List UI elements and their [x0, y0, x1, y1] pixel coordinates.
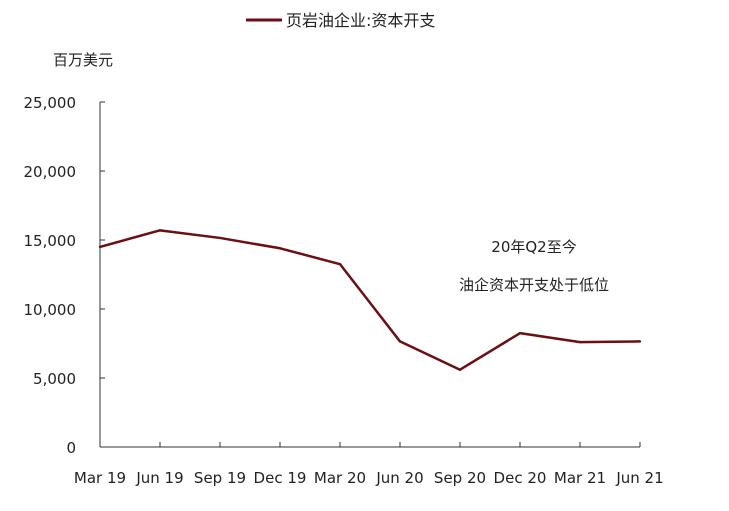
data-point — [98, 245, 102, 249]
annotation-line-1: 20年Q2至今 — [491, 238, 576, 256]
legend: 页岩油企业:资本开支 — [246, 11, 435, 30]
y-tick-labels: 25,000 20,000 15,000 10,000 5,000 0 — [24, 94, 77, 457]
data-point — [158, 229, 162, 232]
annotation: 20年Q2至今 油企资本开支处于低位 — [459, 238, 609, 294]
data-point — [518, 331, 522, 335]
x-tick-label: Sep 19 — [194, 469, 246, 487]
y-tick-label: 5,000 — [33, 370, 76, 388]
data-point — [278, 247, 282, 250]
legend-label: 页岩油企业:资本开支 — [286, 11, 435, 30]
data-point — [218, 236, 222, 240]
x-tick-label: Mar 20 — [314, 469, 366, 487]
x-tick-label: Jun 20 — [375, 469, 423, 487]
x-tick-label: Mar 21 — [554, 469, 606, 487]
y-unit-label: 百万美元 — [53, 51, 113, 69]
x-tick-label: Dec 20 — [494, 469, 547, 487]
axes — [99, 101, 641, 448]
data-point — [638, 340, 642, 343]
y-tick-label: 0 — [66, 439, 76, 457]
x-tick-label: Dec 19 — [254, 469, 307, 487]
x-tick-labels: Mar 19 Jun 19 Sep 19 Dec 19 Mar 20 Jun 20 Sep … — [74, 469, 664, 487]
y-tick-label: 10,000 — [24, 301, 77, 319]
data-point — [398, 340, 402, 343]
annotation-line-2: 油企资本开支处于低位 — [459, 276, 609, 294]
x-tick-label: Sep 20 — [434, 469, 486, 487]
x-tick-label: Mar 19 — [74, 469, 126, 487]
y-tick-label: 20,000 — [24, 163, 77, 181]
series-layer — [98, 229, 642, 371]
data-point — [458, 368, 462, 371]
x-tick-label: Jun 21 — [615, 469, 663, 487]
y-tick-label: 25,000 — [24, 94, 77, 112]
y-tick-label: 15,000 — [24, 232, 77, 250]
data-point — [338, 262, 342, 266]
data-point — [578, 340, 582, 344]
series-line-capex — [99, 229, 641, 371]
x-tick-label: Jun 19 — [135, 469, 183, 487]
